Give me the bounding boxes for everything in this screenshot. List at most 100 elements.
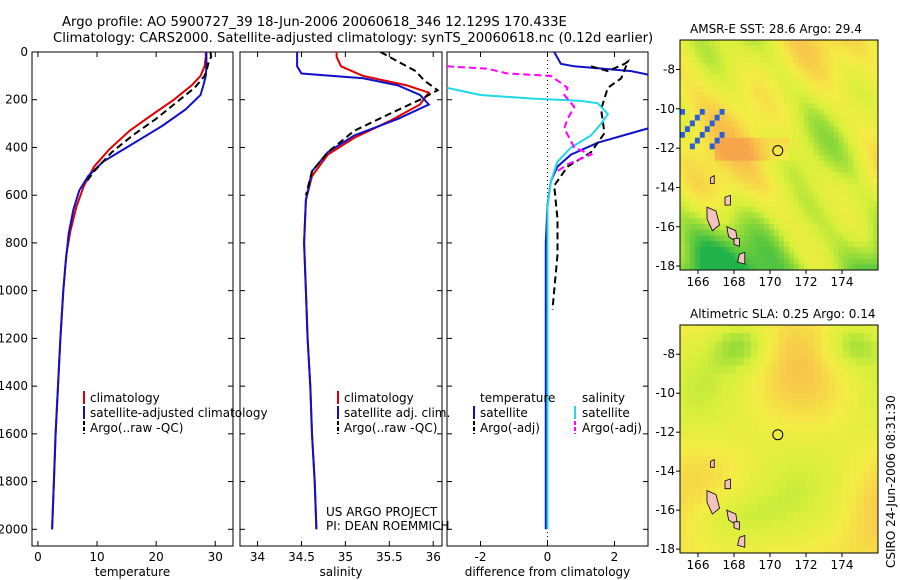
series-line-satellite-adj-clim-: [296, 52, 431, 530]
y-tick-label: 1800: [0, 475, 28, 489]
x-tick-label: 0: [544, 550, 552, 564]
y-tick-label: 1200: [0, 331, 28, 345]
series-line-salinity-argo-adj-: [447, 65, 594, 173]
argo-float-marker: [772, 145, 784, 157]
credit-project: US ARGO PROJECT: [326, 505, 438, 519]
plot-frame: [31, 51, 234, 547]
legend-label-temp-satellite: satellite: [480, 406, 528, 420]
legend-label-climatology: climatology: [90, 391, 160, 405]
map-x-tick-label: 168: [723, 275, 746, 289]
island-shape: [737, 534, 746, 548]
island-shape: [706, 489, 721, 515]
island-shape: [737, 251, 746, 265]
map-x-tick-label: 172: [795, 558, 818, 572]
temperature-profile-plot: 0 10 20 30 0 200 400 600 800 1000 1200 1400 1600 1800…: [0, 45, 234, 579]
island-shape: [733, 521, 740, 531]
map-x-tick-label: 166: [687, 558, 710, 572]
legend-label-argo: Argo(..raw -QC): [90, 421, 183, 435]
timestamp-stamp: CSIRO 24-Jun-2006 08:31:30: [884, 395, 898, 568]
legend-label-satellite: satellite-adjusted climatology: [90, 406, 268, 420]
x-tick-label: 35.5: [376, 550, 403, 564]
y-tick-label: 0: [20, 45, 28, 59]
y-tick-label: 400: [5, 140, 28, 154]
map-y-tick-label: -8: [663, 62, 675, 76]
salinity-profile-plot: 34 34.5 35 35.5 36 salinity: [239, 51, 443, 579]
x-tick-label: 30: [208, 550, 223, 564]
x-tick-label: 10: [89, 550, 104, 564]
map-y-tick-label: -14: [655, 180, 675, 194]
series-line-temperature-argo-adj-: [551, 58, 631, 310]
credit-pi: PI: DEAN ROEMMICH: [326, 519, 449, 533]
x-tick-label: -2: [475, 550, 487, 564]
island-shape: [724, 194, 731, 206]
series-line-satellite-adjusted-climatology: [51, 52, 208, 530]
x-tick-label: 34: [250, 550, 265, 564]
map-colour-field: [680, 40, 878, 270]
x-axis-label: temperature: [95, 565, 170, 579]
series-line-argo-raw-qc-: [304, 52, 440, 196]
island-shape: [733, 238, 740, 247]
map-y-tick-label: -10: [655, 102, 675, 116]
y-tick-label: 200: [5, 93, 28, 107]
map-y-tick-label: -12: [655, 425, 675, 439]
y-tick-label: 600: [5, 188, 28, 202]
difference-legend: temperature satellite Argo(-adj) salinit…: [473, 391, 642, 435]
legend-label-satellite: satellite adj. clim.: [344, 406, 450, 420]
series-line-climatology: [51, 52, 207, 530]
header-line-1: Argo profile: AO 5900727_39 18-Jun-2006 …: [62, 15, 567, 30]
y-tick-label: 2000: [0, 522, 28, 536]
map-y-tick-label: -14: [655, 464, 675, 478]
x-tick-label: 2: [611, 550, 619, 564]
plot-frame: [239, 51, 443, 547]
x-axis-label: salinity: [319, 565, 362, 579]
y-tick-label: 1400: [0, 379, 28, 393]
map-x-tick-label: 172: [795, 275, 818, 289]
sla-map-title: Altimetric SLA: 0.25 Argo: 0.14: [690, 307, 875, 321]
island-shape: [706, 206, 721, 232]
x-tick-label: 35: [338, 550, 353, 564]
legend-label-temp-argo: Argo(-adj): [480, 421, 540, 435]
x-tick-label: 36: [426, 550, 441, 564]
y-tick-label: 1600: [0, 427, 28, 441]
map-y-tick-label: -18: [655, 542, 675, 556]
legend-heading-temperature: temperature: [480, 391, 555, 405]
series-line-climatology: [303, 52, 431, 530]
map-x-tick-label: 170: [759, 558, 782, 572]
map-x-tick-label: 168: [723, 558, 746, 572]
map-y-tick-label: -10: [655, 386, 675, 400]
map-y-tick-label: -8: [663, 347, 675, 361]
salinity-legend: climatology satellite adj. clim. Argo(..…: [326, 391, 450, 533]
x-axis-label: difference from climatology: [465, 565, 631, 579]
island-shape: [724, 478, 731, 490]
x-tick-label: 0: [34, 550, 42, 564]
series-line-salinity-satellite: [447, 86, 610, 530]
map-x-tick-label: 174: [831, 558, 854, 572]
argo-float-marker: [772, 429, 784, 441]
island-shape: [710, 458, 715, 468]
series-line-temperature-satellite-deep-: [544, 127, 648, 530]
series-line-argo-raw-qc-: [84, 52, 213, 184]
map-x-tick-label: 166: [687, 275, 710, 289]
map-colour-field: [680, 325, 878, 553]
series-line-temperature-satellite: [553, 52, 648, 76]
y-tick-label: 1000: [0, 284, 28, 298]
y-tick-label: 800: [5, 236, 28, 250]
map-y-tick-label: -12: [655, 141, 675, 155]
map-y-tick-label: -16: [655, 503, 675, 517]
map-y-tick-label: -18: [655, 259, 675, 273]
header-line-2: Climatology: CARS2000. Satellite-adjuste…: [53, 31, 653, 46]
sla-map: 166 168 170 172 174 -8 -10 -12 -14 -16 -18: [655, 324, 879, 572]
legend-heading-salinity: salinity: [582, 391, 625, 405]
map-frame: [679, 39, 879, 271]
sst-map: 166 168 170 172 174 -8 -10 -12 -14 -16 -18: [655, 39, 879, 289]
x-tick-label: 34.5: [288, 550, 315, 564]
map-x-tick-label: 170: [759, 275, 782, 289]
map-frame: [679, 324, 879, 554]
legend-label-sal-satellite: satellite: [582, 406, 630, 420]
x-tick-label: 20: [149, 550, 164, 564]
sst-map-title: AMSR-E SST: 28.6 Argo: 29.4: [690, 22, 862, 36]
legend-label-argo: Argo(..raw -QC): [344, 421, 437, 435]
legend-label-climatology: climatology: [344, 391, 414, 405]
